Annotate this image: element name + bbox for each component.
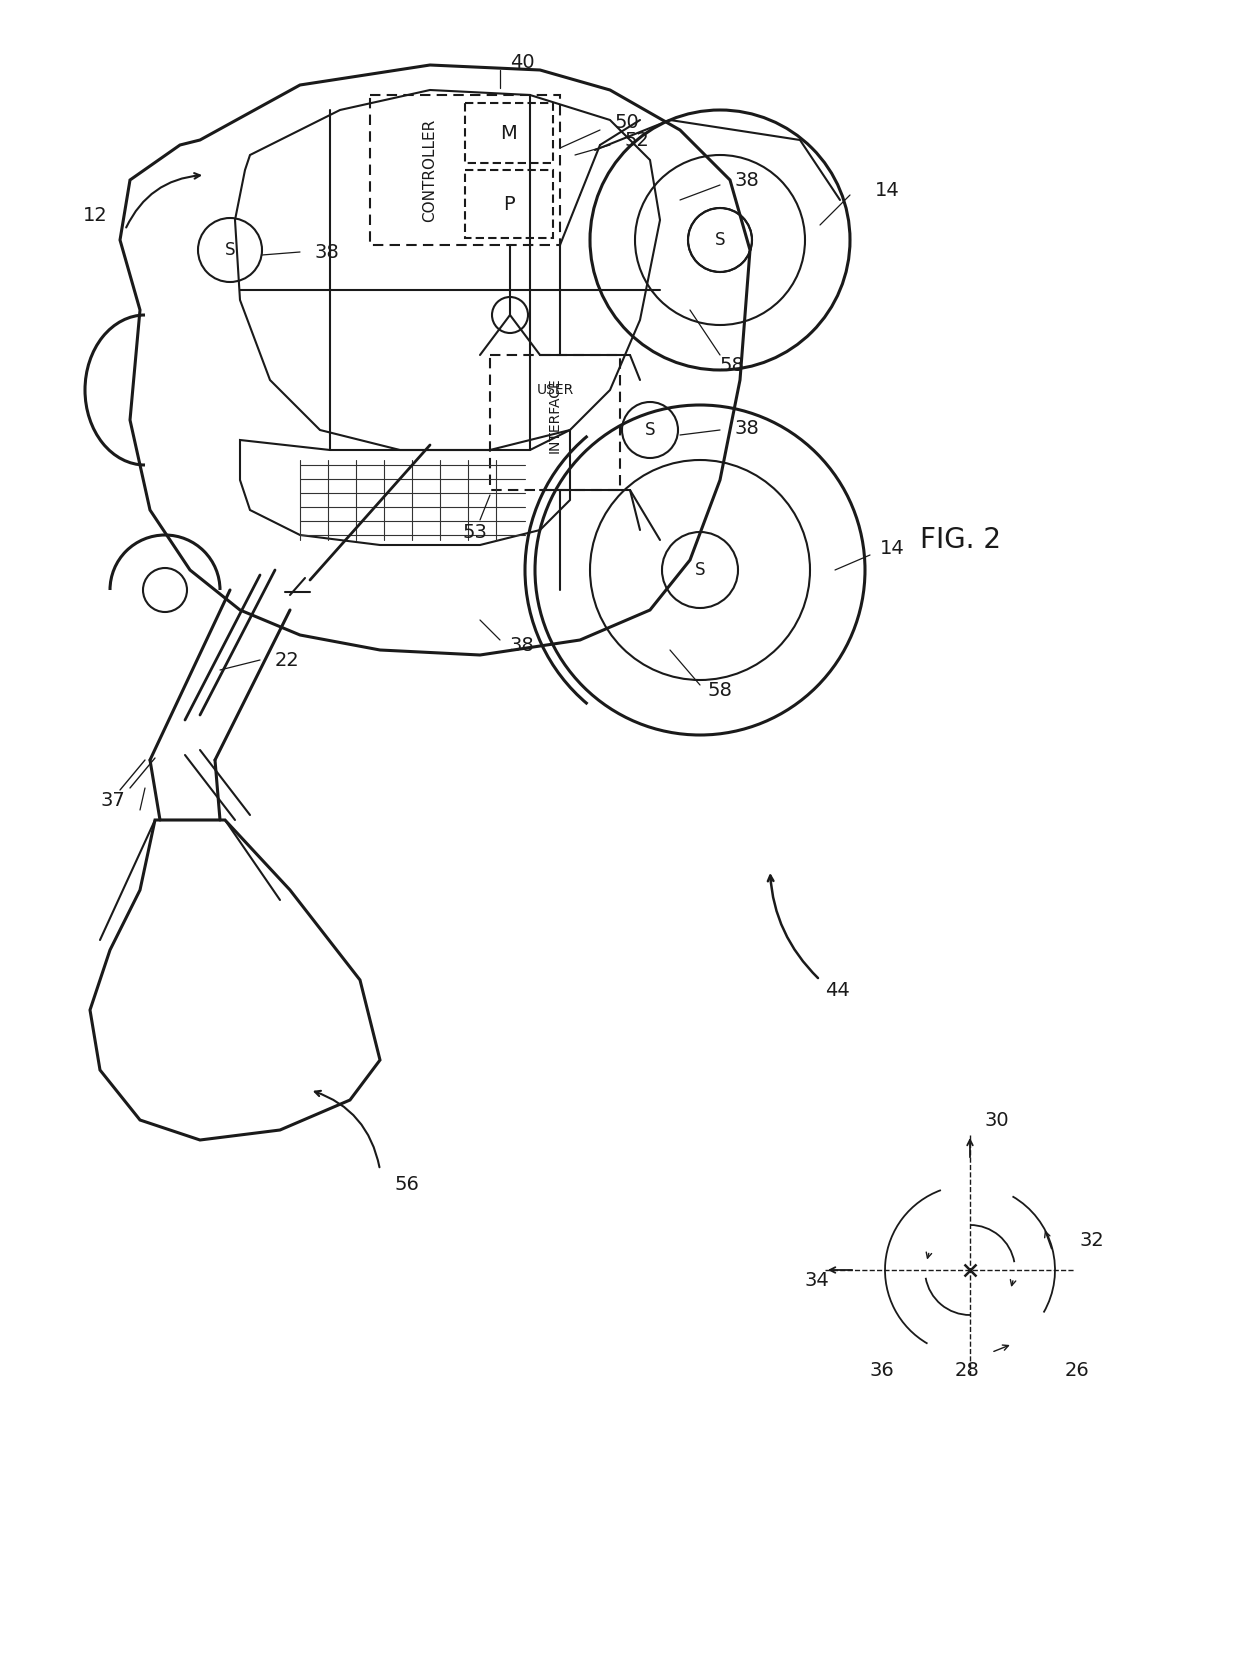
Text: CONTROLLER: CONTROLLER xyxy=(423,119,438,222)
Text: 53: 53 xyxy=(463,522,487,542)
Text: 22: 22 xyxy=(275,651,300,669)
Text: 52: 52 xyxy=(625,131,650,149)
Text: S: S xyxy=(694,560,706,579)
Text: 56: 56 xyxy=(396,1175,420,1195)
Text: 38: 38 xyxy=(735,170,760,190)
Text: 14: 14 xyxy=(880,539,905,557)
Text: 26: 26 xyxy=(1065,1360,1090,1380)
Text: S: S xyxy=(224,241,236,260)
Text: 12: 12 xyxy=(83,205,108,225)
Text: 38: 38 xyxy=(510,635,534,655)
Text: S: S xyxy=(714,231,725,250)
Text: S: S xyxy=(645,422,655,440)
Text: 30: 30 xyxy=(985,1111,1009,1129)
Text: 37: 37 xyxy=(100,790,125,810)
Text: INTERFACE: INTERFACE xyxy=(548,377,562,453)
Text: 34: 34 xyxy=(805,1271,830,1289)
Text: 50: 50 xyxy=(615,112,640,132)
Text: 38: 38 xyxy=(735,418,760,438)
Text: 40: 40 xyxy=(510,53,534,71)
Text: 44: 44 xyxy=(825,980,849,1000)
Text: USER: USER xyxy=(537,383,574,397)
Text: P: P xyxy=(503,195,515,213)
Text: 38: 38 xyxy=(315,243,340,261)
Text: 14: 14 xyxy=(875,180,900,200)
Text: M: M xyxy=(501,124,517,142)
Text: FIG. 2: FIG. 2 xyxy=(920,526,1001,554)
Text: 36: 36 xyxy=(870,1360,895,1380)
Text: 32: 32 xyxy=(1080,1230,1105,1250)
Text: 58: 58 xyxy=(720,355,745,375)
Text: 28: 28 xyxy=(955,1360,980,1380)
Text: 58: 58 xyxy=(708,681,733,699)
